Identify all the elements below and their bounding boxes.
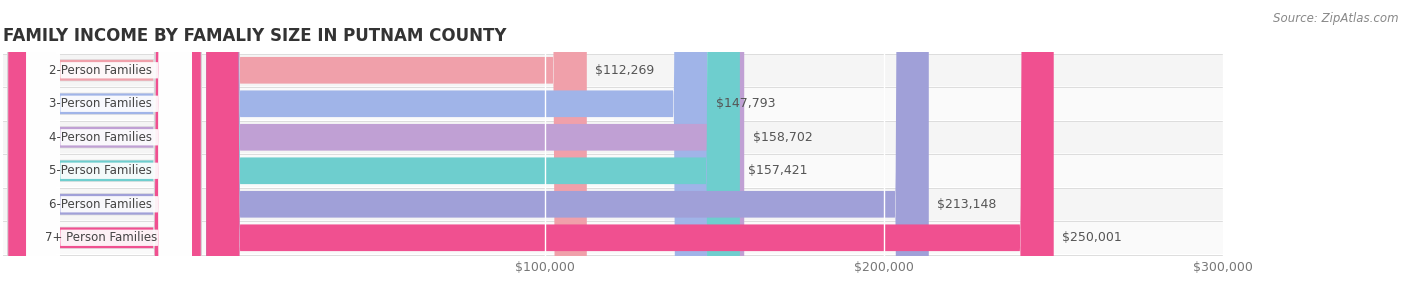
Text: $147,793: $147,793 [716,97,775,110]
FancyBboxPatch shape [207,0,1053,305]
Text: $213,148: $213,148 [938,198,997,211]
FancyBboxPatch shape [8,0,201,305]
FancyBboxPatch shape [3,88,1223,120]
Text: 6-Person Families: 6-Person Families [49,198,152,211]
FancyBboxPatch shape [207,0,740,305]
FancyBboxPatch shape [27,0,191,305]
Text: $112,269: $112,269 [595,64,655,77]
FancyBboxPatch shape [8,0,201,305]
Text: 7+ Person Families: 7+ Person Families [45,231,157,244]
FancyBboxPatch shape [207,0,929,305]
Text: 3-Person Families: 3-Person Families [49,97,152,110]
FancyBboxPatch shape [207,0,586,305]
FancyBboxPatch shape [3,121,1223,153]
Text: 4-Person Families: 4-Person Families [49,131,152,144]
Text: $250,001: $250,001 [1062,231,1122,244]
FancyBboxPatch shape [8,0,201,305]
Text: 2-Person Families: 2-Person Families [49,64,152,77]
FancyBboxPatch shape [27,0,191,305]
Text: FAMILY INCOME BY FAMALIY SIZE IN PUTNAM COUNTY: FAMILY INCOME BY FAMALIY SIZE IN PUTNAM … [3,27,506,45]
FancyBboxPatch shape [27,0,191,305]
FancyBboxPatch shape [8,0,201,305]
FancyBboxPatch shape [3,155,1223,187]
Text: $158,702: $158,702 [752,131,813,144]
FancyBboxPatch shape [27,0,191,305]
FancyBboxPatch shape [27,0,191,305]
Text: Source: ZipAtlas.com: Source: ZipAtlas.com [1274,12,1399,25]
FancyBboxPatch shape [3,54,1223,86]
Text: 5-Person Families: 5-Person Families [49,164,152,177]
FancyBboxPatch shape [207,0,707,305]
FancyBboxPatch shape [27,0,191,305]
FancyBboxPatch shape [3,222,1223,254]
FancyBboxPatch shape [8,0,201,305]
Text: $157,421: $157,421 [748,164,808,177]
FancyBboxPatch shape [3,188,1223,220]
FancyBboxPatch shape [8,0,201,305]
FancyBboxPatch shape [207,0,744,305]
